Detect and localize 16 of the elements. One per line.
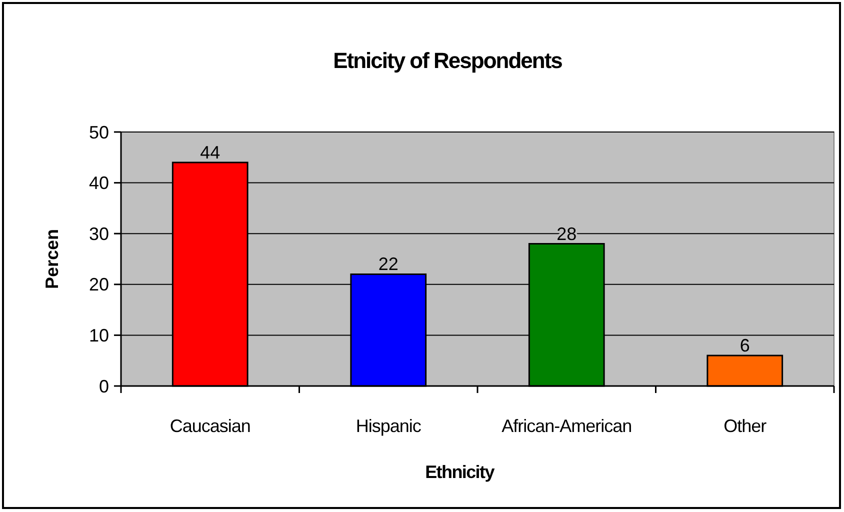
y-tick-label: 10	[88, 326, 109, 346]
data-label: 44	[200, 142, 220, 162]
data-label: 22	[378, 254, 398, 274]
x-tick-label: African-American	[502, 416, 632, 436]
chart-title: Etnicity of Respondents	[333, 48, 563, 73]
data-label: 6	[740, 336, 750, 356]
x-tick-label: Hispanic	[356, 416, 422, 436]
x-tick-label: Other	[724, 416, 767, 436]
y-tick-label: 50	[88, 122, 109, 142]
y-tick-label: 20	[88, 274, 109, 295]
y-tick-label: 40	[88, 173, 109, 194]
y-tick-label: 30	[88, 224, 109, 244]
y-tick-label: 0	[98, 376, 109, 396]
x-axis-title: Ethnicity	[425, 462, 495, 482]
y-axis-title: Percen	[42, 228, 62, 290]
x-tick-label: Caucasian	[170, 416, 250, 436]
